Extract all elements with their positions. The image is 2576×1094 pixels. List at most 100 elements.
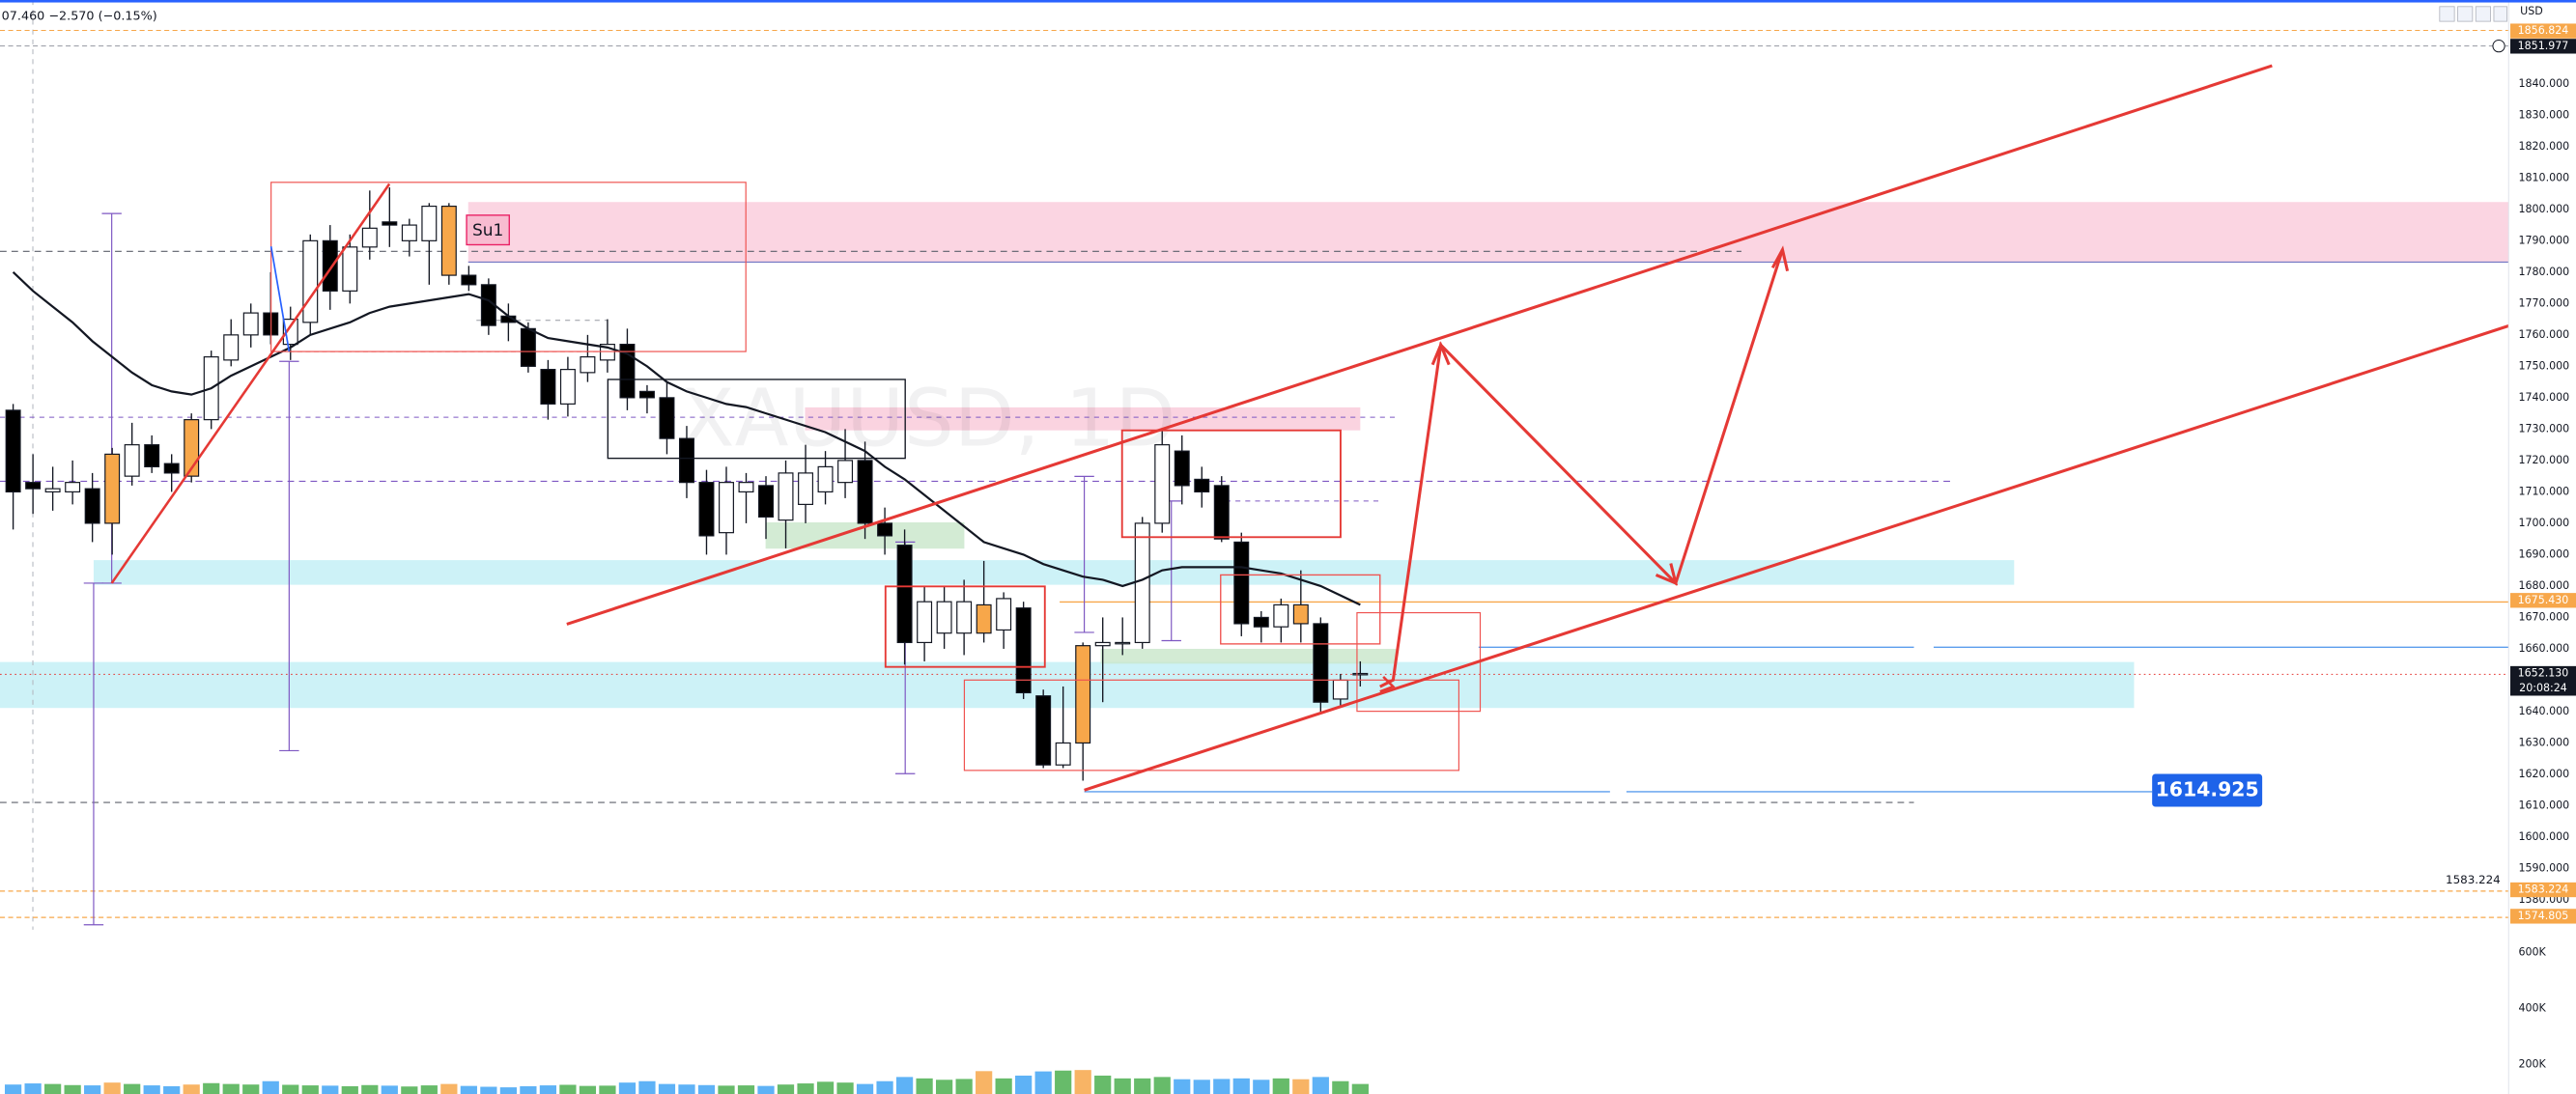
candle-body — [1233, 541, 1250, 625]
volume-bar — [678, 1084, 695, 1094]
price-axis: 600K400K200K1580.0001590.0001600.0001610… — [2507, 0, 2576, 1094]
volume-bar — [856, 1083, 874, 1094]
callout-badge — [2152, 773, 2263, 807]
volume-bar — [24, 1083, 42, 1094]
candle-body — [1015, 607, 1032, 694]
supply-zone — [805, 407, 1361, 431]
y-tick-label: 1810.000 — [2518, 171, 2569, 183]
candle-body — [817, 465, 834, 492]
candle-body — [1273, 603, 1289, 628]
candle-body — [382, 221, 398, 226]
volume-bar — [222, 1083, 240, 1094]
volume-bar — [322, 1085, 339, 1094]
volume-bar — [777, 1084, 795, 1094]
arrow-head — [1770, 245, 1790, 272]
currency[interactable]: USD — [2520, 5, 2543, 17]
candle-body — [1154, 444, 1171, 524]
y-tick-label: 1800.000 — [2518, 203, 2569, 215]
candle-body — [520, 327, 536, 367]
volume-bar — [1094, 1075, 1112, 1094]
volume-bar — [282, 1084, 299, 1094]
toolbar-button[interactable] — [2493, 6, 2507, 22]
su1-label: Su1 — [466, 214, 510, 246]
candle-body — [896, 545, 913, 644]
annotation-box — [466, 214, 510, 246]
candle-body — [1055, 742, 1071, 766]
volume-bar — [44, 1083, 62, 1094]
toolbar — [2439, 6, 2507, 22]
volume-bar — [599, 1085, 616, 1094]
box — [884, 585, 1046, 668]
price-badge-label: 1851.977 — [2518, 40, 2569, 52]
candle-body — [1134, 522, 1150, 644]
box — [270, 182, 747, 352]
volume-bar — [124, 1083, 141, 1094]
volume-bar — [1332, 1080, 1349, 1094]
toolbar-button[interactable] — [2475, 6, 2491, 22]
volume-bar — [203, 1082, 220, 1094]
volume-bar — [797, 1083, 814, 1094]
box — [1120, 429, 1342, 539]
candle-body — [322, 239, 338, 292]
volume-tick-label: 600K — [2518, 946, 2546, 959]
candles — [5, 187, 1369, 781]
volume-bar — [1114, 1078, 1131, 1094]
volume-bar — [440, 1083, 458, 1094]
level-text: 1583.224 — [2446, 873, 2501, 886]
y-tick-label: 1700.000 — [2518, 517, 2569, 529]
volume-bar — [876, 1080, 893, 1094]
candle-body — [877, 522, 893, 537]
candle-body — [1292, 603, 1309, 625]
callout-label: 1614.925 — [2156, 777, 2259, 800]
volume-bar — [183, 1084, 200, 1094]
candle-body — [242, 312, 259, 336]
volume-bar — [301, 1085, 319, 1094]
candle-body — [917, 601, 933, 644]
candle-body — [857, 460, 873, 524]
candle-body — [559, 369, 576, 405]
toolbar-button[interactable] — [2439, 6, 2455, 22]
arrow-head — [1655, 563, 1679, 586]
volume-bar — [361, 1084, 379, 1094]
y-tick-label: 1840.000 — [2518, 77, 2569, 90]
volume-bar — [64, 1084, 81, 1094]
price-badge — [2509, 593, 2576, 608]
y-tick-label: 1640.000 — [2518, 705, 2569, 717]
price-badge — [2509, 23, 2576, 39]
volume-bar — [757, 1085, 775, 1094]
candle-body — [996, 598, 1012, 631]
volume-bar — [955, 1079, 973, 1094]
watermark: XAUUSD, 1D — [681, 373, 1176, 464]
volume-bar — [341, 1085, 358, 1094]
candle-body — [837, 460, 854, 484]
candle-body — [1075, 645, 1091, 744]
volume-bar — [559, 1084, 577, 1094]
price-badge-label: 1583.224 — [2518, 884, 2569, 896]
volume-bar — [460, 1085, 477, 1094]
candle-body — [361, 227, 378, 248]
y-tick-label: 1770.000 — [2518, 296, 2569, 309]
candle-body — [1035, 695, 1052, 766]
y-tick-label: 1660.000 — [2518, 642, 2569, 655]
candle-body — [738, 482, 754, 492]
y-tick-label: 1730.000 — [2518, 422, 2569, 435]
price-badge-label: 1574.805 — [2518, 910, 2569, 922]
volume-bar — [4, 1084, 22, 1094]
add-alert-button[interactable] — [2492, 39, 2505, 53]
candle-body — [1115, 641, 1131, 645]
volume-bar — [1292, 1079, 1310, 1094]
volume-bar — [658, 1083, 676, 1094]
volume-bar — [895, 1077, 914, 1094]
volume-bar — [262, 1080, 279, 1094]
y-tick-label: 1590.000 — [2518, 861, 2569, 874]
volume-bar — [1193, 1080, 1210, 1094]
volume-bar — [1213, 1079, 1231, 1094]
candle-body — [163, 463, 180, 474]
y-tick-label: 1680.000 — [2518, 579, 2569, 592]
candle-body — [580, 356, 596, 374]
annotation-text: Su1 — [472, 221, 503, 240]
volume-bar — [242, 1084, 260, 1094]
toolbar-button[interactable] — [2457, 6, 2474, 22]
